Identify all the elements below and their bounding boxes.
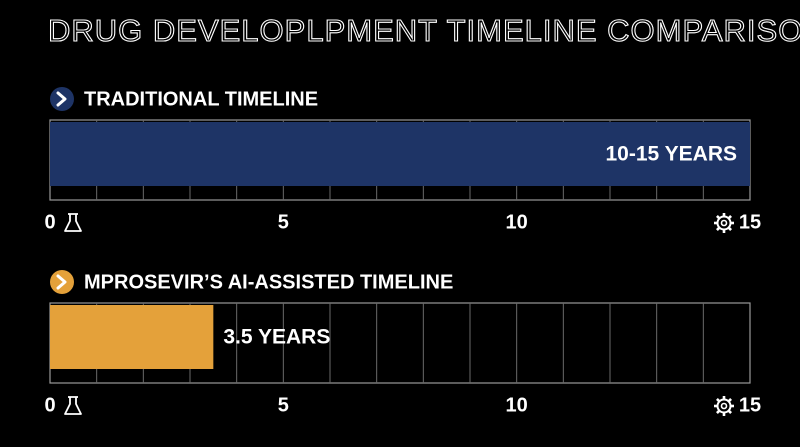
x-tick-label: 10 (506, 211, 528, 233)
gear-tooth (716, 409, 721, 414)
value-label: 3.5 YEARS (223, 326, 330, 349)
flask-icon (64, 213, 82, 232)
header-chevron (56, 274, 67, 290)
x-tick-label: 0 (44, 394, 55, 416)
gear-tooth (727, 398, 732, 403)
gear-tooth (716, 398, 721, 403)
header-chevron (56, 91, 67, 107)
gear-hub (720, 219, 728, 227)
value-label: 10-15 YEARS (605, 143, 737, 166)
x-tick-label: 5 (278, 394, 289, 416)
gear-tooth (727, 409, 732, 414)
x-tick-label: 10 (506, 394, 528, 416)
bar (50, 305, 214, 369)
chart-title: TRADITIONAL TIMELINE (84, 88, 318, 110)
chart-title: MPROSEVIR’S AI-ASSISTED TIMELINE (84, 271, 453, 293)
gear-icon (714, 396, 734, 416)
x-tick-label: 15 (739, 211, 761, 233)
bar (50, 122, 750, 186)
gear-hub (720, 402, 728, 410)
header-icon (50, 270, 74, 294)
gear-tooth (716, 215, 721, 220)
x-tick-label: 15 (739, 394, 761, 416)
x-tick-label: 5 (278, 211, 289, 233)
gear-icon (714, 213, 734, 233)
page-title: DRUG DEVELOPLPMENT TIMELINE COMPARISON (48, 13, 800, 48)
flask-icon (64, 396, 82, 415)
x-tick-label: 0 (44, 211, 55, 233)
header-icon (50, 87, 74, 111)
gear-ring (716, 398, 732, 414)
gear-tooth (727, 226, 732, 231)
gear-ring (716, 215, 732, 231)
gear-tooth (716, 226, 721, 231)
gear-tooth (727, 215, 732, 220)
